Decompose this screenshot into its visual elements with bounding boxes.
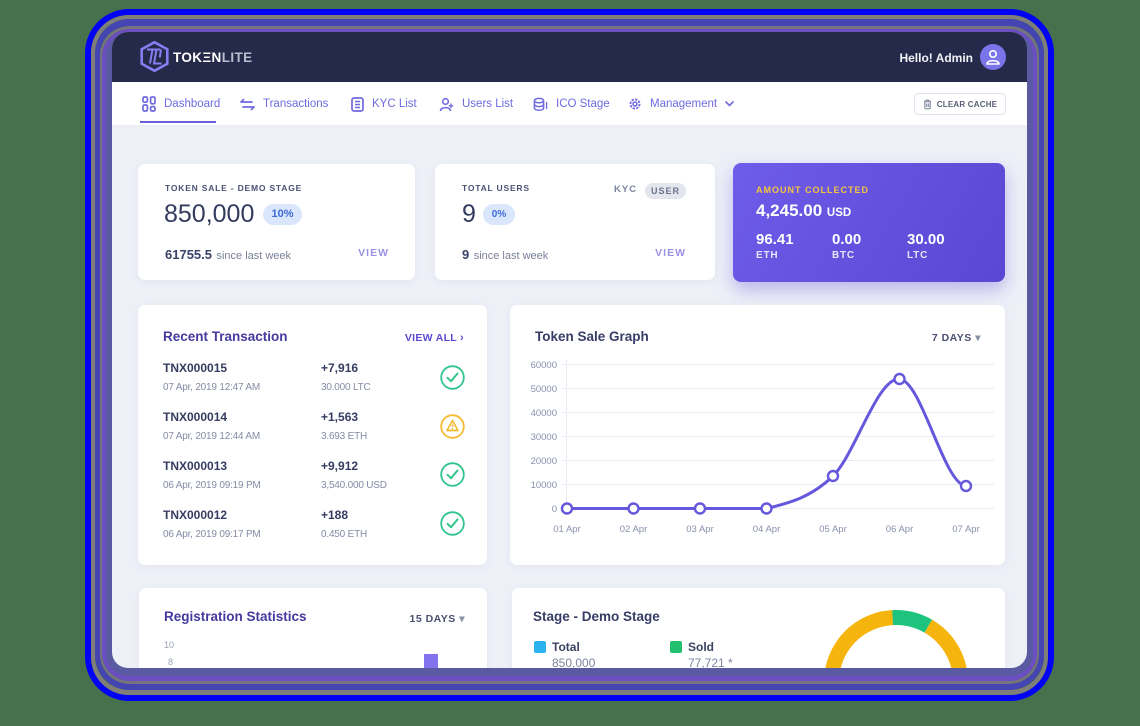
svg-text:30000: 30000 xyxy=(531,432,557,443)
svg-text:40000: 40000 xyxy=(531,408,557,419)
svg-text:60000: 60000 xyxy=(531,360,557,371)
svg-text:10000: 10000 xyxy=(531,480,557,491)
svg-text:03 Apr: 03 Apr xyxy=(686,524,713,535)
svg-text:04 Apr: 04 Apr xyxy=(753,524,780,535)
svg-text:07 Apr: 07 Apr xyxy=(952,524,979,535)
svg-text:0: 0 xyxy=(552,504,557,515)
svg-text:01 Apr: 01 Apr xyxy=(553,524,580,535)
svg-text:06 Apr: 06 Apr xyxy=(886,524,913,535)
svg-text:02 Apr: 02 Apr xyxy=(620,524,647,535)
svg-text:50000: 50000 xyxy=(531,384,557,395)
svg-text:20000: 20000 xyxy=(531,456,557,467)
svg-text:05 Apr: 05 Apr xyxy=(819,524,846,535)
